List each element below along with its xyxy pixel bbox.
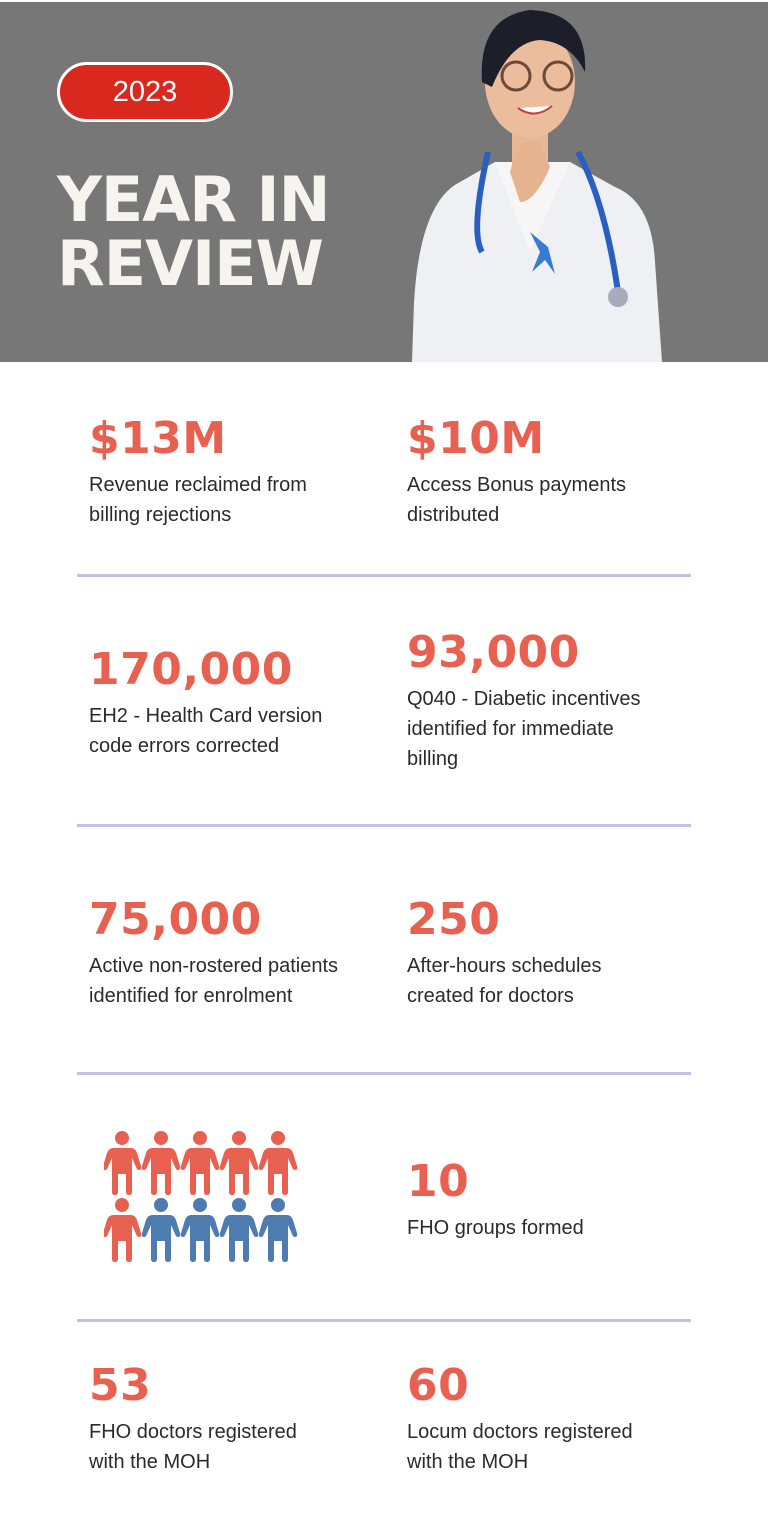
divider xyxy=(77,574,691,577)
divider xyxy=(77,1072,691,1075)
page-title: YEAR IN REVIEW xyxy=(57,163,331,300)
stat-value: 93,000 xyxy=(407,627,580,678)
stat-locum-doctors: 60 Locum doctors registered with the MOH xyxy=(407,1361,633,1477)
stat-label: Active non-rostered patients identified f… xyxy=(89,955,339,1007)
stat-after-hours: 250 After-hours schedules created for doc… xyxy=(407,895,602,1011)
title-line-1: YEAR IN xyxy=(57,163,331,236)
doctor-photo xyxy=(412,10,662,362)
stat-q040-incentives: 93,000 Q040 - Diabetic incentives identif… xyxy=(407,628,640,774)
person-icon xyxy=(180,1131,220,1195)
people-icon-grid xyxy=(104,1131,298,1262)
stat-value: 170,000 xyxy=(89,644,293,695)
person-icon xyxy=(104,1131,142,1195)
stat-value: 250 xyxy=(407,894,501,945)
stat-value: 10 xyxy=(407,1156,470,1207)
stat-label: FHO doctors registered with the MOH xyxy=(89,1421,297,1473)
title-line-2: REVIEW xyxy=(57,227,324,300)
stat-label: After-hours schedules created for doctors xyxy=(407,955,602,1007)
divider xyxy=(77,824,691,827)
person-icon xyxy=(219,1198,259,1262)
stat-label: EH2 - Health Card version code errors cor… xyxy=(89,705,323,757)
stat-label: FHO groups formed xyxy=(407,1217,584,1239)
stat-fho-doctors: 53 FHO doctors registered with the MOH xyxy=(89,1361,297,1477)
stat-value: $10M xyxy=(407,413,545,464)
stat-label: Revenue reclaimed from billing rejections xyxy=(89,474,307,526)
person-icon xyxy=(258,1198,298,1262)
person-icon xyxy=(219,1131,259,1195)
stat-label: Access Bonus payments distributed xyxy=(407,474,626,526)
year-badge: 2023 xyxy=(57,62,233,122)
stat-value: 75,000 xyxy=(89,894,262,945)
stat-non-rostered: 75,000 Active non-rostered patients ident… xyxy=(89,895,338,1011)
stat-label: Locum doctors registered with the MOH xyxy=(407,1421,633,1473)
person-icon xyxy=(104,1198,142,1262)
person-icon xyxy=(141,1198,181,1262)
stat-value: 60 xyxy=(407,1360,470,1411)
divider xyxy=(77,1319,691,1322)
person-icon xyxy=(141,1131,181,1195)
stat-revenue-reclaimed: $13M Revenue reclaimed from billing rejec… xyxy=(89,414,307,530)
stat-eh2-errors: 170,000 EH2 - Health Card version code er… xyxy=(89,645,322,761)
stat-access-bonus: $10M Access Bonus payments distributed xyxy=(407,414,626,530)
stat-value: $13M xyxy=(89,413,227,464)
person-icon xyxy=(180,1198,220,1262)
stat-label: Q040 - Diabetic incentives identified for… xyxy=(407,688,641,770)
stat-value: 53 xyxy=(89,1360,152,1411)
person-icon xyxy=(258,1131,298,1195)
stat-fho-groups: 10 FHO groups formed xyxy=(407,1157,584,1243)
